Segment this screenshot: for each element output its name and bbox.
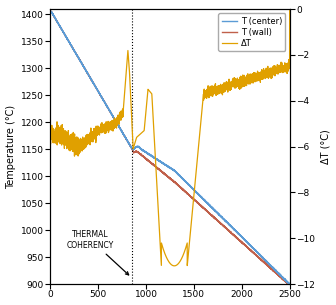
Legend: T (center), T (wall), ΔT: T (center), T (wall), ΔT bbox=[218, 13, 286, 51]
Y-axis label: Temperature (°C): Temperature (°C) bbox=[6, 105, 15, 189]
Y-axis label: ΔT (°C): ΔT (°C) bbox=[321, 129, 330, 164]
Text: THERMAL
COHERENCY: THERMAL COHERENCY bbox=[67, 230, 129, 275]
